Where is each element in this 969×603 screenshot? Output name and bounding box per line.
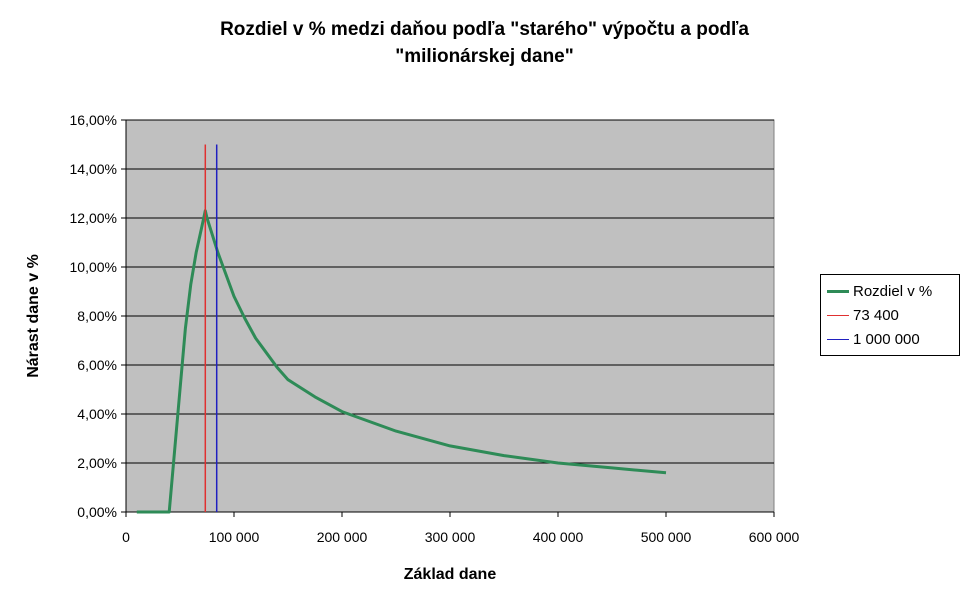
y-tick-label: 8,00%	[77, 308, 117, 324]
y-axis-title: Nárast dane v %	[25, 254, 42, 378]
y-tick-label: 14,00%	[70, 161, 117, 177]
legend-label: 1 000 000	[853, 330, 920, 348]
x-tick-label: 600 000	[749, 529, 800, 545]
x-tick-label: 200 000	[317, 529, 368, 545]
y-tick-label: 2,00%	[77, 455, 117, 471]
legend-label: 73 400	[853, 306, 899, 324]
legend-swatch	[827, 314, 849, 316]
legend-swatch	[827, 289, 849, 293]
y-tick-label: 0,00%	[77, 504, 117, 520]
legend-swatch	[827, 338, 849, 340]
x-tick-label: 0	[122, 529, 130, 545]
legend-item: 1 000 000	[827, 327, 959, 351]
y-tick-label: 12,00%	[70, 210, 117, 226]
chart-legend: Rozdiel v % 73 400 1 000 000	[820, 274, 960, 356]
y-tick-label: 4,00%	[77, 406, 117, 422]
x-tick-label: 400 000	[533, 529, 584, 545]
legend-item: 73 400	[827, 303, 959, 327]
x-tick-label: 100 000	[209, 529, 260, 545]
y-tick-label: 10,00%	[70, 259, 117, 275]
chart-title-line-1: Rozdiel v % medzi daňou podľa "starého" …	[220, 19, 749, 40]
chart-title: Rozdiel v % medzi daňou podľa "starého" …	[0, 16, 969, 70]
x-axis-title: Základ dane	[404, 566, 497, 583]
legend-label: Rozdiel v %	[853, 282, 933, 300]
chart-title-line-2: "milionárskej dane"	[395, 46, 574, 67]
y-tick-label: 6,00%	[77, 357, 117, 373]
y-tick-label: 16,00%	[70, 112, 117, 128]
series-line-rozdiel	[136, 209, 667, 514]
legend-item: Rozdiel v %	[827, 279, 959, 303]
x-tick-label: 500 000	[641, 529, 692, 545]
x-tick-label: 300 000	[425, 529, 476, 545]
